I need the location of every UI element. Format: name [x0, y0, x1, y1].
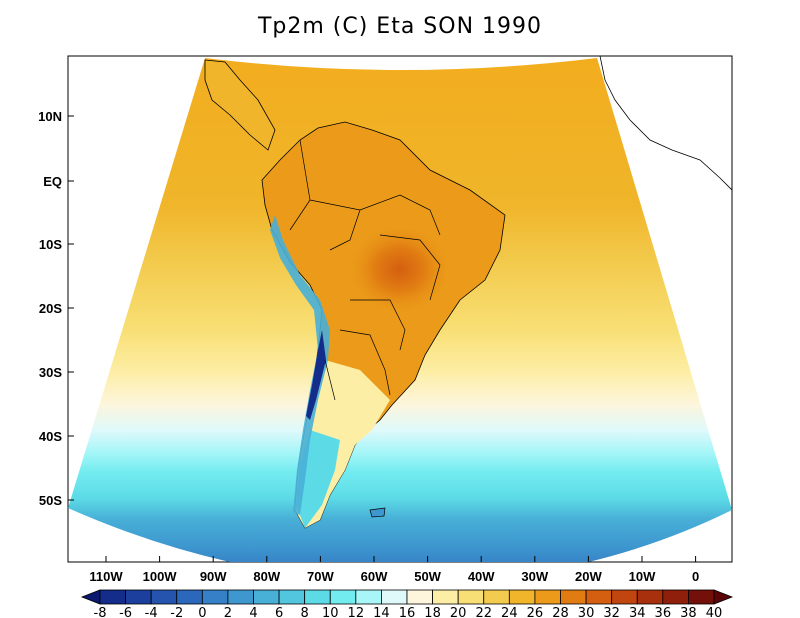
colorbar-label: 16: [399, 606, 416, 618]
colorbar-swatch: [227, 589, 254, 605]
lat-tick-label: 10S: [39, 237, 62, 252]
country-borders: [289, 139, 441, 401]
lon-tick-label: 40W: [468, 569, 495, 584]
colorbar-label: 36: [655, 606, 672, 618]
lat-tick-label: 20S: [39, 301, 62, 316]
colorbar-swatch: [406, 589, 433, 605]
falkland-islands: [369, 507, 386, 518]
colorbar: -8 -6 -4 -2 0 2 4 6 8 10 12 14 16 18 20 22 24 26 28 30 32 34 3…: [80, 589, 734, 618]
colorbar-swatch: [304, 589, 331, 605]
colorbar-swatch: [688, 589, 715, 605]
colorbar-swatch: [381, 589, 408, 605]
colorbar-swatch: [534, 589, 561, 605]
colorbar-swatch: [483, 589, 510, 605]
andes-peak-strip: [306, 330, 326, 420]
lon-tick-label: 70W: [307, 569, 334, 584]
lat-tick-label: 50S: [39, 493, 62, 508]
colorbar-swatch: [278, 589, 306, 605]
colorbar-swatch: [176, 589, 203, 605]
colorbar-label: -2: [170, 606, 183, 618]
lon-tick-label: 30W: [521, 569, 548, 584]
colorbar-label: 6: [275, 606, 283, 618]
colorbar-label: 12: [348, 606, 365, 618]
lon-tick-label: 110W: [89, 569, 123, 584]
colorbar-label: 38: [680, 606, 697, 618]
colorbar-swatch: [585, 589, 613, 605]
colorbar-swatch: [150, 589, 178, 605]
colorbar-label: 28: [552, 606, 569, 618]
colorbar-label: 32: [603, 606, 620, 618]
longitude-axis: 110W 100W 90W 80W 70W 60W 50W 40W 30W 20W 10W 0: [89, 556, 699, 584]
colorbar-label: 0: [198, 606, 206, 618]
colorbar-label: 26: [527, 606, 544, 618]
lat-tick-label: EQ: [43, 174, 62, 189]
latitude-axis: 10N EQ 10S 20S 30S 40S 50S: [38, 109, 74, 508]
lon-tick-label: 0: [692, 569, 699, 584]
colorbar-label: 40: [706, 606, 723, 618]
lon-tick-label: 20W: [575, 569, 602, 584]
colorbar-swatch: [125, 589, 152, 605]
colorbar-label: -4: [145, 606, 158, 618]
colorbar-swatch: [636, 589, 664, 605]
colorbar-label: -6: [119, 606, 132, 618]
colorbar-swatch: [611, 589, 638, 605]
colorbar-label: 14: [373, 606, 390, 618]
colorbar-swatch: [253, 589, 280, 605]
colorbar-swatch: [457, 589, 485, 605]
colorbar-swatch: [99, 589, 126, 605]
colorbar-label: -8: [94, 606, 107, 618]
colorbar-label: 18: [424, 606, 441, 618]
colorbar-label: 2: [224, 606, 232, 618]
lon-tick-label: 80W: [253, 569, 280, 584]
lat-tick-label: 40S: [39, 429, 62, 444]
colorbar-label: 34: [629, 606, 646, 618]
lat-tick-label: 30S: [39, 365, 62, 380]
lon-tick-label: 60W: [361, 569, 388, 584]
africa-outline: [599, 56, 732, 191]
colorbar-label: 4: [249, 606, 257, 618]
lon-tick-label: 50W: [414, 569, 441, 584]
colorbar-label: 20: [450, 606, 467, 618]
colorbar-swatch: [560, 589, 587, 605]
lon-tick-label: 100W: [143, 569, 178, 584]
map-area: [68, 56, 732, 562]
colorbar-swatch: [329, 589, 357, 605]
colorbar-arrow-high: [713, 589, 734, 605]
colorbar-label: 10: [322, 606, 339, 618]
colorbar-label: 24: [501, 606, 518, 618]
colorbar-label: 22: [475, 606, 492, 618]
lon-tick-label: 90W: [200, 569, 227, 584]
colorbar-swatch: [662, 589, 689, 605]
chart-title: Tp2m (C) Eta SON 1990: [257, 14, 543, 39]
colorbar-swatch: [432, 589, 459, 605]
colorbar-label: 30: [578, 606, 595, 618]
central-america-land: [204, 59, 276, 151]
land-hot-region: [330, 225, 450, 330]
colorbar-swatch: [201, 589, 229, 605]
lat-tick-label: 10N: [38, 109, 62, 124]
lon-tick-label: 10W: [629, 569, 656, 584]
colorbar-swatch: [508, 589, 536, 605]
colorbar-arrow-low: [80, 589, 101, 605]
colorbar-swatch: [355, 589, 382, 605]
colorbar-label: 8: [301, 606, 309, 618]
